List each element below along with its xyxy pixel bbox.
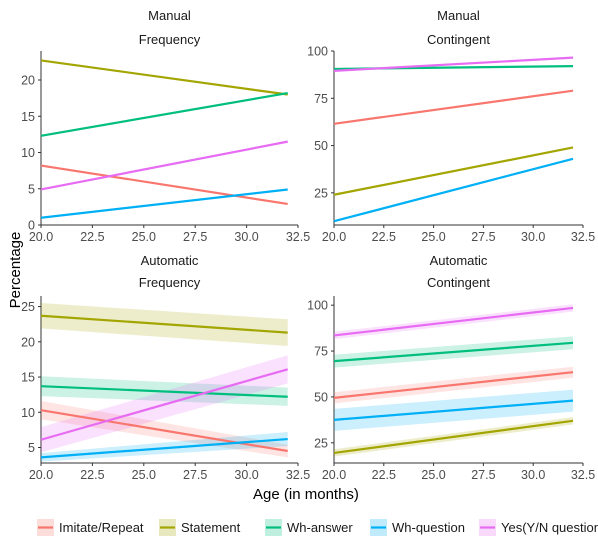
y-tick-label: 20 bbox=[21, 74, 35, 88]
x-tick-label: 20.0 bbox=[29, 468, 53, 482]
x-tick-label: 27.5 bbox=[183, 230, 207, 244]
legend-label: Wh-question bbox=[392, 520, 465, 535]
panel-strip-label: Contingent bbox=[427, 32, 490, 47]
series-line-wh-question bbox=[333, 157, 574, 223]
y-tick-label: 50 bbox=[314, 390, 328, 404]
y-tick-label: 0 bbox=[28, 219, 35, 233]
series-line-wh-question bbox=[40, 188, 288, 219]
series-line-wh-answer bbox=[40, 385, 288, 398]
x-tick-label: 22.5 bbox=[80, 468, 104, 482]
x-tick-label: 25.0 bbox=[421, 468, 445, 482]
y-tick-label: 15 bbox=[21, 371, 35, 385]
series-line-imitate-repeat bbox=[40, 409, 288, 453]
legend-label: Imitate/Repeat bbox=[59, 520, 144, 535]
panel-strip-label: Contingent bbox=[427, 275, 490, 290]
series-line-wh-answer bbox=[40, 91, 288, 137]
legend-label: Statement bbox=[181, 520, 241, 535]
x-tick-label: 32.5 bbox=[286, 468, 310, 482]
panel-automatic-frequency: Automatic Frequency 5 10 15 20 25 20.0 22.5 25.0 2… bbox=[21, 253, 310, 482]
series-line-statement bbox=[40, 59, 288, 96]
x-tick-label: 27.5 bbox=[471, 230, 495, 244]
chart-panels: Manual Frequency 0 5 10 15 20 20.0 22.5 25.0 27.5 3… bbox=[21, 8, 595, 482]
y-tick-label: 100 bbox=[307, 45, 328, 59]
panel-strip-label: Automatic bbox=[430, 253, 488, 268]
panel-automatic-contingent: Automatic Contingent 25 50 75 100 20.0 22.5 25.0… bbox=[307, 253, 595, 482]
panel-strip-label: Automatic bbox=[141, 253, 199, 268]
legend: Imitate/Repeat Statement Wh-answer Wh-quest… bbox=[37, 519, 598, 536]
legend-item-statement: Statement bbox=[159, 519, 241, 536]
legend-item-wh-answer: Wh-answer bbox=[265, 519, 353, 536]
series-line-imitate-repeat bbox=[40, 164, 288, 206]
x-tick-label: 25.0 bbox=[132, 230, 156, 244]
legend-label: Wh-answer bbox=[287, 520, 353, 535]
panel-strip-label: Manual bbox=[437, 8, 480, 23]
y-tick-label: 25 bbox=[314, 186, 328, 200]
y-tick-label: 25 bbox=[314, 436, 328, 450]
legend-item-yes-y-n-question: Yes(Y/N question) bbox=[479, 519, 598, 536]
y-tick-label: 20 bbox=[21, 335, 35, 349]
panel-manual-frequency: Manual Frequency 0 5 10 15 20 20.0 22.5 25.0 27.5 3… bbox=[21, 8, 310, 244]
x-tick-label: 20.0 bbox=[322, 230, 346, 244]
x-tick-label: 22.5 bbox=[80, 230, 104, 244]
series-line-imitate-repeat bbox=[333, 89, 574, 125]
series-line-wh-answer bbox=[333, 341, 574, 363]
x-tick-label: 32.5 bbox=[286, 230, 310, 244]
y-axis-title: Percentage bbox=[7, 232, 24, 309]
x-tick-label: 30.0 bbox=[521, 468, 545, 482]
series-line-statement bbox=[40, 314, 288, 334]
x-tick-label: 27.5 bbox=[183, 468, 207, 482]
series-line-yes-y-n-question bbox=[40, 368, 289, 441]
x-tick-label: 20.0 bbox=[29, 230, 53, 244]
x-tick-label: 27.5 bbox=[471, 468, 495, 482]
x-axis-title: Age (in months) bbox=[253, 486, 359, 503]
y-tick-label: 10 bbox=[21, 146, 35, 160]
legend-item-wh-question: Wh-question bbox=[370, 519, 465, 536]
x-tick-label: 22.5 bbox=[372, 230, 396, 244]
panel-manual-contingent: Manual Contingent 25 50 75 100 20.0 22.5 25.0 27.… bbox=[307, 8, 595, 244]
series-line-wh-question bbox=[40, 437, 288, 459]
panel-strip-label: Manual bbox=[148, 8, 191, 23]
x-tick-label: 30.0 bbox=[521, 230, 545, 244]
y-tick-label: 100 bbox=[307, 299, 328, 313]
series-line-statement bbox=[333, 146, 574, 196]
y-tick-label: 50 bbox=[314, 139, 328, 153]
series-line-yes-y-n-question bbox=[333, 306, 574, 337]
legend-label: Yes(Y/N question) bbox=[501, 520, 598, 535]
x-tick-label: 20.0 bbox=[322, 468, 346, 482]
x-tick-label: 22.5 bbox=[372, 468, 396, 482]
panel-strip-label: Frequency bbox=[139, 32, 201, 47]
x-tick-label: 25.0 bbox=[421, 230, 445, 244]
x-tick-label: 25.0 bbox=[132, 468, 156, 482]
x-tick-label: 32.5 bbox=[571, 468, 595, 482]
y-tick-label: 5 bbox=[28, 441, 35, 455]
series-line-yes-y-n-question bbox=[40, 140, 288, 191]
x-tick-label: 30.0 bbox=[234, 468, 258, 482]
y-tick-label: 75 bbox=[314, 92, 328, 106]
x-tick-label: 30.0 bbox=[234, 230, 258, 244]
ci-band-wh-question bbox=[41, 432, 288, 462]
series-line-wh-question bbox=[333, 399, 574, 421]
series-line-statement bbox=[333, 419, 574, 454]
y-tick-label: 25 bbox=[21, 300, 35, 314]
x-tick-label: 32.5 bbox=[571, 230, 595, 244]
y-tick-label: 75 bbox=[314, 345, 328, 359]
panel-strip-label: Frequency bbox=[139, 275, 201, 290]
y-tick-label: 5 bbox=[28, 182, 35, 196]
series-line-yes-y-n-question bbox=[333, 56, 574, 72]
y-tick-label: 10 bbox=[21, 406, 35, 420]
series-line-imitate-repeat bbox=[333, 371, 574, 399]
y-tick-label: 15 bbox=[21, 110, 35, 124]
legend-item-imitate-repeat: Imitate/Repeat bbox=[37, 519, 144, 536]
